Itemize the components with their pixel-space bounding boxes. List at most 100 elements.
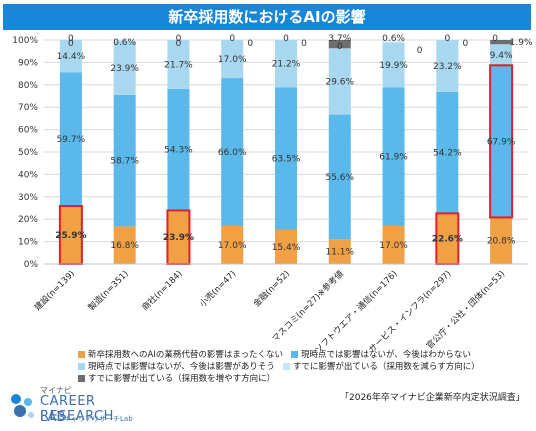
legend-swatch (290, 350, 298, 358)
brand-logo: マイナビ CAREER RESEARCH LAB キャリアリサーチLab (6, 385, 156, 429)
data-label: 25.9% (55, 231, 86, 241)
bar-segment (490, 40, 513, 45)
data-label: 0 (492, 34, 498, 44)
data-label: 0 (247, 39, 253, 49)
y-tick-label: 30% (18, 193, 38, 203)
legend-label: すでに影響が出ている（採用数を減らす方向に） (292, 362, 480, 372)
brand-sub: キャリアリサーチLab (64, 415, 133, 423)
bar-segment (167, 210, 190, 264)
bar-segment (275, 39, 297, 88)
x-tick-label: 金融(n=52) (251, 268, 292, 309)
data-label: 0 (68, 39, 74, 49)
legend-label: 新卒採用数へのAIの業務代替の影響はまったくない (88, 350, 283, 360)
bar-segment (113, 40, 136, 42)
data-label: 54.3% (164, 146, 193, 156)
data-label: 11.1% (325, 248, 354, 258)
legend-label: 現時点では影響はないが、今後はわからない (300, 350, 471, 360)
data-label: 0 (176, 39, 182, 49)
data-label: 20.8% (487, 237, 516, 247)
data-label: 17.0% (218, 55, 247, 65)
data-label: 3.7% (328, 34, 351, 44)
data-label: 23.9% (110, 64, 139, 74)
legend-row: 新卒採用数へのAIの業務代替の影響はまったくない 現時点では影響はないが、今後は… (78, 348, 518, 360)
y-tick-label: 10% (18, 238, 38, 248)
legend-item: すでに影響が出ている（採用数を増やす方向に） (78, 372, 275, 384)
bar-segment (59, 40, 82, 73)
data-label: 21.7% (164, 61, 193, 71)
data-label: 23.2% (433, 62, 462, 72)
bar-segment (113, 41, 136, 95)
bar-segment (490, 217, 513, 264)
brand-top: マイナビ (40, 386, 72, 395)
title-bar: 新卒採用数におけるAIの影響 (3, 4, 531, 30)
y-tick-label: 50% (18, 148, 38, 158)
y-tick-label: 0% (24, 260, 39, 270)
x-tick-label: 建設(n=139) (32, 268, 77, 313)
legend-row: すでに影響が出ている（採用数を増やす方向に） (78, 372, 518, 384)
data-label: 61.9% (379, 153, 408, 163)
legend: 新卒採用数へのAIの業務代替の影響はまったくない 現時点では影響はないが、今後は… (78, 348, 518, 384)
source-note: 「2026年卒マイナビ企業新卒内定状況調査」 (340, 393, 525, 403)
data-label: 0 (444, 34, 450, 44)
legend-item: すでに影響が出ている（採用数を減らす方向に） (282, 360, 480, 372)
brand-mark-icon (11, 394, 34, 418)
x-tick-label: 商社(n=184) (140, 268, 185, 313)
data-label: 1.9% (510, 38, 533, 48)
data-label: 0 (301, 39, 307, 49)
data-label: 0 (417, 46, 423, 56)
legend-swatch (78, 362, 85, 370)
data-label: 0 (337, 42, 343, 52)
data-label: 0.6% (113, 38, 136, 48)
brand-lab: LAB (40, 410, 66, 425)
data-label: 16.8% (110, 241, 139, 251)
bar-segment (328, 40, 351, 49)
data-label: 23.9% (163, 233, 194, 243)
data-label: 54.2% (433, 149, 462, 159)
bar-segment (221, 225, 244, 264)
bar-segment (328, 48, 351, 115)
bar-segment (382, 41, 405, 43)
data-label: 17.0% (218, 241, 247, 251)
bar-segment (436, 213, 459, 264)
data-label: 29.6% (325, 77, 354, 87)
bar-segment (382, 87, 405, 226)
y-tick-label: 20% (18, 215, 38, 225)
data-label: 55.6% (325, 173, 354, 183)
bar-segment (113, 94, 136, 227)
bar-segment (59, 72, 82, 206)
bar-segment (167, 88, 190, 211)
data-label: 0 (229, 34, 235, 44)
legend-item: 現時点では影響はないが、今後は影響がありそう (78, 360, 275, 372)
bar-segment (328, 114, 351, 240)
legend-swatch (282, 362, 290, 370)
data-label: 21.2% (272, 60, 301, 70)
bar-segment (113, 226, 136, 264)
bar-segment (59, 205, 82, 264)
data-label: 15.4% (272, 243, 301, 253)
bar-segment (221, 78, 244, 226)
brand-main: CAREER RESEARCH (40, 394, 114, 424)
data-label: 9.4% (490, 51, 513, 61)
data-label: 22.6% (432, 235, 463, 245)
y-tick-label: 70% (18, 103, 38, 113)
x-tick-label: 製造(n=351) (86, 268, 131, 313)
data-label: 0 (68, 34, 74, 44)
highlight-box (489, 64, 514, 219)
legend-swatch (78, 374, 85, 382)
legend-item: 現時点では影響はないが、今後はわからない (290, 348, 471, 360)
y-tick-label: 100% (12, 36, 38, 46)
chart-title: 新卒採用数におけるAIの影響 (168, 8, 366, 26)
y-tick-label: 80% (18, 81, 38, 91)
bar-segment (328, 239, 351, 264)
legend-label: 現時点では影響はないが、今後は影響がありそう (88, 362, 275, 372)
legend-swatch (78, 350, 85, 358)
bar-segment (436, 91, 459, 214)
data-label: 63.5% (272, 154, 301, 164)
data-label: 19.9% (379, 61, 408, 71)
data-label: 66.0% (218, 148, 247, 158)
bar-segment (382, 42, 405, 88)
x-tick-label: 小売(n=47) (197, 268, 238, 309)
bar-segment (275, 229, 297, 264)
